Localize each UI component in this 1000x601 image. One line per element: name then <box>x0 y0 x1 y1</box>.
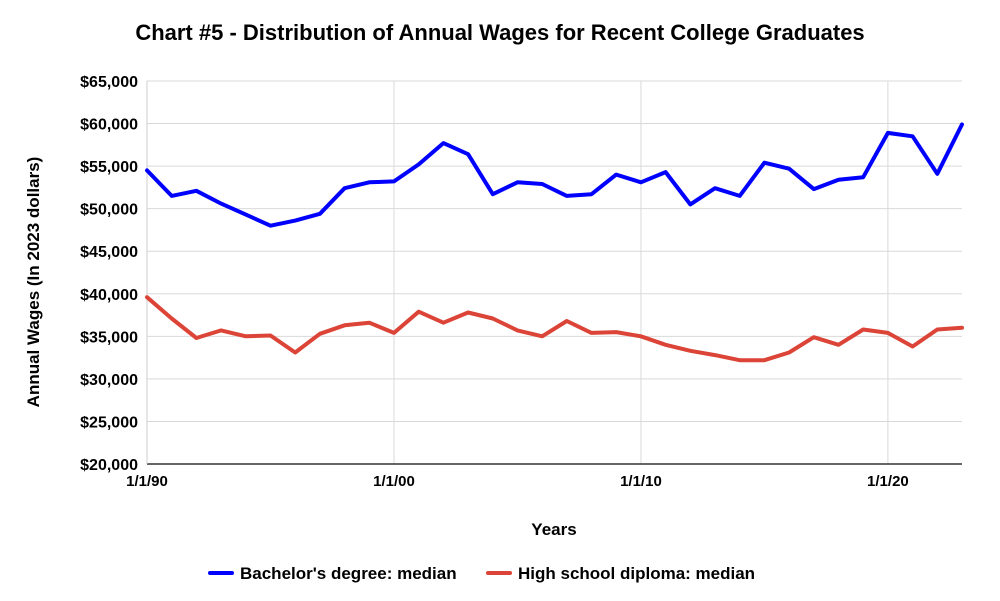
x-axis-label: Years <box>531 520 576 539</box>
tick-labels: $20,000 $25,000 $30,000 $35,000 $40,000 $45,0… <box>80 74 909 490</box>
chart-title: Chart #5 - Distribution of Annual Wages … <box>135 20 865 45</box>
y-tick-label: $20,000 <box>80 457 138 474</box>
y-tick-label: $30,000 <box>80 372 138 389</box>
y-tick-label: $35,000 <box>80 329 138 346</box>
y-axis-label: Annual Wages (In 2023 dollars) <box>24 157 43 408</box>
series-lines <box>145 122 964 363</box>
x-tick-label: 1/1/20 <box>867 473 909 490</box>
y-tick-label: $45,000 <box>80 244 138 261</box>
y-tick-label: $40,000 <box>80 287 138 304</box>
y-tick-label: $25,000 <box>80 414 138 431</box>
y-tick-label: $55,000 <box>80 159 138 176</box>
legend-label: High school diploma: median <box>518 564 755 583</box>
series-line-high-school-median <box>145 295 964 363</box>
x-tick-label: 1/1/00 <box>373 473 415 490</box>
x-tick-label: 1/1/90 <box>126 473 168 490</box>
legend-label: Bachelor's degree: median <box>240 564 457 583</box>
axes <box>146 81 962 465</box>
grid <box>147 80 962 464</box>
series-line-bachelors-median <box>145 122 964 228</box>
y-tick-label: $50,000 <box>80 202 138 219</box>
x-tick-label: 1/1/10 <box>620 473 662 490</box>
legend: Bachelor's degree: median High school dip… <box>208 564 755 583</box>
y-tick-label: $60,000 <box>80 117 138 134</box>
y-tick-label: $65,000 <box>80 74 138 91</box>
